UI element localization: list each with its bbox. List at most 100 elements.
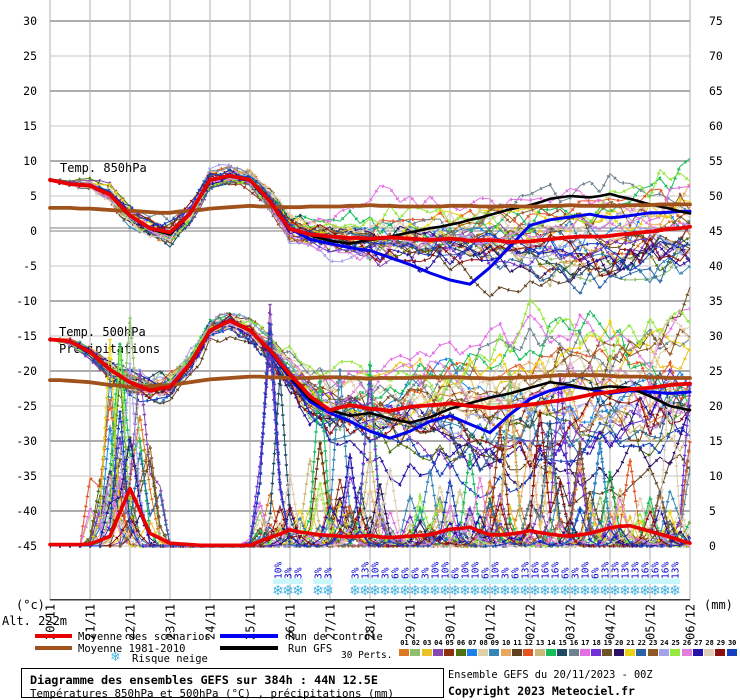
pert-number: 10 (501, 639, 511, 647)
snow-percent-label: 13% (361, 562, 372, 579)
pert-number: 11 (513, 639, 522, 647)
y-tick-label-right: 60 (709, 119, 723, 133)
pert-color-square (444, 649, 455, 656)
snowflake-icon: ❄ (480, 581, 490, 600)
y-tick-label-left: -30 (16, 434, 37, 448)
pert-number: 27 (694, 639, 703, 647)
pert-color-square (715, 649, 726, 656)
y-tick-label-right: 50 (709, 189, 723, 203)
pert-number: 04 (434, 639, 443, 647)
pert-color-square (512, 649, 522, 656)
x-tick-label: 28/11 (364, 604, 378, 640)
y-tick-label-right: 15 (709, 434, 723, 448)
member-t850 (49, 171, 691, 274)
snowflake-icon: ❄ (360, 581, 370, 600)
ensemble-mean-precip (48, 486, 692, 548)
snowflake-icon: ❄ (670, 581, 680, 600)
snow-percent-label: 13% (671, 562, 682, 579)
snow-percent-label: 13% (601, 562, 612, 579)
snow-percent-label: 13% (631, 562, 642, 579)
legend-clim-swatch (35, 646, 72, 650)
snow-percent-label: 10% (491, 562, 502, 579)
pert-color-square (500, 649, 511, 656)
member-t500 (49, 313, 691, 434)
annotation-t850: Temp. 850hPa (60, 161, 147, 175)
member-t850-markers (49, 168, 691, 274)
pert-number: 14 (547, 639, 556, 647)
snowflake-icon: ❄ (460, 581, 470, 600)
member-t850-markers (49, 170, 691, 300)
x-tick-label: 01/12 (484, 604, 498, 640)
pert-key-19: 19 (602, 640, 613, 656)
snow-percent-label: 3% (351, 567, 362, 579)
run-info: Ensemble GEFS du 20/11/2023 - 00Z (448, 669, 653, 681)
member-precip-markers (50, 451, 690, 548)
pert-number: 17 (581, 639, 590, 647)
snow-percent-label: 10% (581, 562, 592, 579)
pert-key-28: 28 (704, 640, 715, 656)
pert-number: 26 (682, 639, 692, 647)
legend-snow-label: Risque neige (132, 653, 208, 665)
y-tick-label-left: 10 (23, 154, 37, 168)
member-t850 (49, 179, 691, 295)
member-precip-markers (50, 426, 691, 548)
pert-key-14: 14 (545, 639, 557, 656)
snowflake-icon: ❄ (273, 581, 283, 600)
snowflake-icon: ❄ (450, 581, 460, 600)
pert-color-square (534, 649, 545, 656)
climatology-t500 (48, 373, 692, 389)
snowflake-icon: ❄ (530, 581, 540, 600)
y-tick-label-left: -35 (16, 469, 37, 483)
x-tick-label: 26/11 (284, 604, 298, 640)
snowflake-icon: ❄ (380, 581, 390, 600)
x-tick-label: 02/12 (524, 604, 538, 640)
pert-key-03: 03 (421, 640, 433, 656)
pert-color-square (421, 649, 432, 656)
pert-color-square (692, 649, 703, 656)
pert-number: 30 (727, 639, 737, 647)
snow-percent-label: 13% (611, 562, 622, 579)
pert-color-square (625, 649, 635, 656)
member-t500-markers (49, 326, 692, 500)
y-tick-label-left: -15 (16, 329, 37, 343)
snowflake-icon: ❄ (510, 581, 520, 600)
climatology-t850 (48, 202, 692, 215)
pert-color-square (726, 649, 737, 656)
snow-percent-label: 3% (324, 567, 335, 579)
snow-percent-label: 3% (294, 567, 305, 579)
y-tick-label-right: 70 (709, 49, 723, 63)
pert-key-16: 16 (568, 640, 580, 656)
pert-number: 25 (671, 639, 680, 647)
pert-key-25: 25 (670, 640, 681, 656)
snowflake-icon: ❄ (630, 581, 640, 600)
pert-key-08: 08 (478, 640, 489, 656)
snowflake-icon: ❄ (490, 581, 500, 600)
member-t850-markers (49, 173, 691, 275)
pert-key-23: 23 (647, 639, 659, 656)
x-tick-label: 30/11 (444, 604, 458, 640)
pert-key-02: 02 (410, 640, 421, 656)
pert-key-26: 26 (681, 639, 693, 656)
pert-number: 15 (558, 639, 567, 647)
pert-number: 21 (626, 639, 635, 647)
member-t500-markers (49, 334, 692, 510)
snowflake-icon: ❄ (600, 581, 610, 600)
pert-color-square (399, 649, 409, 656)
snow-band (273, 578, 303, 584)
pert-color-square (557, 649, 568, 656)
pert-number: 22 (637, 639, 647, 647)
pert-number: 23 (648, 639, 658, 647)
legend-perts-label: 30 Perts. (341, 650, 393, 661)
x-tick-label: 23/11 (164, 604, 178, 640)
pert-key-18: 18 (591, 640, 602, 656)
y-tick-label-right: 35 (709, 294, 723, 308)
y-tick-label-left: 0 (30, 224, 37, 238)
pert-key-29: 29 (715, 640, 726, 656)
x-tick-label: 24/11 (204, 604, 218, 640)
ensemble-chart: 20/11 21/11 22/11 23/11 24/11 25/11 26/11 27/11… (2, 0, 733, 640)
y-tick-label-left: -25 (16, 399, 37, 413)
pert-color-square (647, 649, 658, 656)
snowflake-icon: ❄ (313, 581, 323, 600)
member-t500 (49, 317, 691, 425)
